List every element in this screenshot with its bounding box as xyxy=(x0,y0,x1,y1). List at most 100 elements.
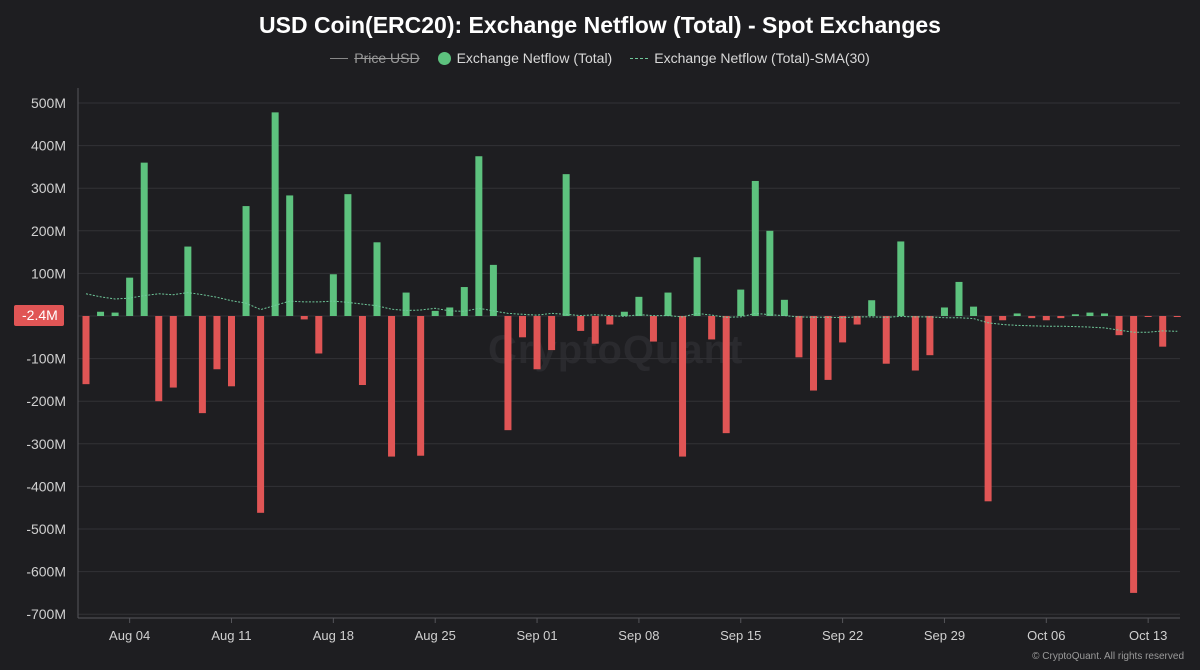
netflow-bar[interactable] xyxy=(446,307,454,316)
netflow-bar[interactable] xyxy=(97,311,105,316)
chart-legend: Price USD Exchange Netflow (Total) Excha… xyxy=(0,50,1200,66)
netflow-bar[interactable] xyxy=(591,316,599,344)
watermark: CryptoQuant xyxy=(488,328,744,372)
sma-line xyxy=(85,292,1178,333)
y-tick-label: 500M xyxy=(31,95,66,111)
x-tick-label: Sep 01 xyxy=(516,628,557,643)
y-tick-label: -700M xyxy=(26,606,66,622)
netflow-bar[interactable] xyxy=(1144,316,1152,317)
netflow-bar[interactable] xyxy=(155,316,163,402)
netflow-bar[interactable] xyxy=(780,299,788,316)
legend-line-icon xyxy=(330,57,349,59)
netflow-bar[interactable] xyxy=(795,316,803,358)
netflow-bar[interactable] xyxy=(257,316,265,513)
netflow-bar[interactable] xyxy=(1086,312,1094,316)
netflow-bar[interactable] xyxy=(824,316,832,380)
netflow-bar[interactable] xyxy=(140,162,148,316)
netflow-bar[interactable] xyxy=(548,316,556,351)
legend-item-netflow[interactable]: Exchange Netflow (Total) xyxy=(437,50,612,66)
x-tick-label: Sep 22 xyxy=(822,628,863,643)
netflow-bar[interactable] xyxy=(693,257,701,316)
netflow-bar[interactable] xyxy=(664,292,672,316)
legend-item-sma[interactable]: Exchange Netflow (Total)-SMA(30) xyxy=(630,50,870,66)
netflow-bar[interactable] xyxy=(868,300,876,316)
netflow-bar[interactable] xyxy=(577,316,585,331)
netflow-bar[interactable] xyxy=(839,316,847,343)
netflow-bar[interactable] xyxy=(984,316,992,502)
netflow-bar[interactable] xyxy=(388,316,396,457)
netflow-bar[interactable] xyxy=(897,241,905,316)
netflow-bar[interactable] xyxy=(970,306,978,316)
legend-dashed-line-icon xyxy=(630,57,649,59)
netflow-bar[interactable] xyxy=(504,316,512,431)
netflow-bar[interactable] xyxy=(431,310,439,316)
netflow-bar[interactable] xyxy=(475,156,483,316)
netflow-bars xyxy=(82,112,1181,593)
legend-label-price: Price USD xyxy=(354,50,420,66)
netflow-bar[interactable] xyxy=(82,316,90,385)
netflow-bar[interactable] xyxy=(853,316,861,325)
netflow-bar[interactable] xyxy=(358,316,366,386)
netflow-bar[interactable] xyxy=(533,316,541,370)
netflow-bar[interactable] xyxy=(126,277,134,316)
netflow-bar[interactable] xyxy=(286,195,294,316)
netflow-bar[interactable] xyxy=(402,292,410,316)
y-tick-label: -300M xyxy=(26,436,66,452)
netflow-bar[interactable] xyxy=(1130,316,1138,593)
x-tick-label: Sep 15 xyxy=(720,628,761,643)
netflow-bar[interactable] xyxy=(562,174,570,316)
y-tick-label: 200M xyxy=(31,223,66,239)
netflow-bar[interactable] xyxy=(737,289,745,316)
netflow-bar[interactable] xyxy=(329,274,337,316)
netflow-bar[interactable] xyxy=(228,316,235,387)
netflow-bar[interactable] xyxy=(1042,316,1050,321)
netflow-bar[interactable] xyxy=(213,316,221,370)
netflow-bar[interactable] xyxy=(184,246,192,316)
netflow-bar[interactable] xyxy=(315,316,323,354)
netflow-bar[interactable] xyxy=(926,316,934,356)
netflow-bar[interactable] xyxy=(489,264,497,316)
netflow-bar[interactable] xyxy=(373,242,381,316)
y-tick-label: 300M xyxy=(31,180,66,196)
netflow-bar[interactable] xyxy=(169,316,177,388)
netflow-bar[interactable] xyxy=(111,312,119,316)
netflow-bar[interactable] xyxy=(1173,316,1181,318)
netflow-bar[interactable] xyxy=(751,180,759,316)
netflow-bar[interactable] xyxy=(417,316,425,456)
netflow-bar[interactable] xyxy=(999,316,1007,321)
netflow-bar[interactable] xyxy=(1057,316,1065,319)
netflow-bar[interactable] xyxy=(300,316,308,320)
netflow-bar[interactable] xyxy=(620,311,628,316)
netflow-bar[interactable] xyxy=(606,316,614,325)
netflow-bar[interactable] xyxy=(1028,316,1036,319)
x-tick-label: Sep 29 xyxy=(924,628,965,643)
netflow-bar[interactable] xyxy=(810,316,817,391)
y-tick-label: -200M xyxy=(26,393,66,409)
y-tick-label: -400M xyxy=(26,478,66,494)
netflow-bar[interactable] xyxy=(344,194,352,316)
netflow-bar[interactable] xyxy=(242,206,250,316)
netflow-bar[interactable] xyxy=(460,287,468,316)
netflow-bar[interactable] xyxy=(519,316,526,338)
netflow-bar[interactable] xyxy=(911,316,919,371)
netflow-bar[interactable] xyxy=(198,316,206,414)
netflow-bar[interactable] xyxy=(271,112,279,316)
netflow-bar[interactable] xyxy=(1101,313,1108,316)
netflow-bar[interactable] xyxy=(635,296,643,316)
netflow-bar[interactable] xyxy=(649,316,657,342)
netflow-bar[interactable] xyxy=(955,281,963,316)
netflow-bar[interactable] xyxy=(1013,313,1021,316)
netflow-bar[interactable] xyxy=(1071,314,1079,316)
netflow-bar[interactable] xyxy=(766,230,774,316)
x-axis: Aug 04 Aug 11 Aug 18 Aug 25 Sep 01 Sep 08 Sep … xyxy=(78,617,1180,643)
netflow-bar[interactable] xyxy=(708,316,716,340)
netflow-bar[interactable] xyxy=(882,316,890,364)
netflow-bar[interactable] xyxy=(679,316,687,457)
netflow-bar[interactable] xyxy=(1115,316,1123,336)
netflow-bar[interactable] xyxy=(940,307,948,316)
x-tick-label: Sep 08 xyxy=(618,628,659,643)
legend-label-sma: Exchange Netflow (Total)-SMA(30) xyxy=(654,50,870,66)
legend-item-price[interactable]: Price USD xyxy=(330,50,420,66)
netflow-bar[interactable] xyxy=(722,316,730,434)
